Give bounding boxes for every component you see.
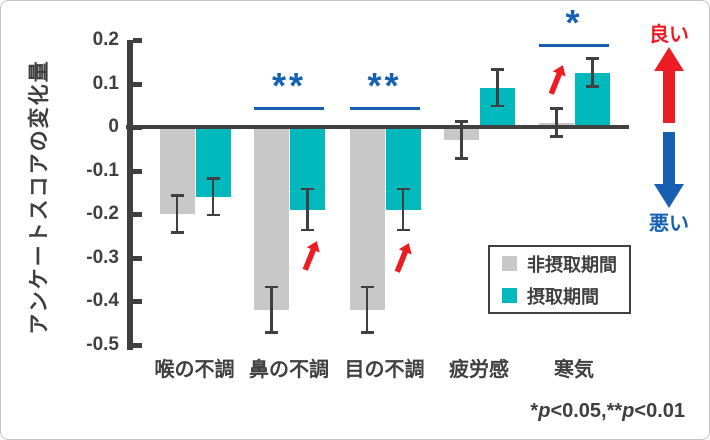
error-cap-bottom-non-intake-3 [455, 157, 468, 160]
error-bar-intake-4 [591, 57, 594, 88]
footnote-segment: <0.01 [634, 400, 685, 422]
y-tick-label: -0.1 [86, 159, 119, 181]
significance-bracket [254, 107, 324, 111]
footnote-segment: <0.05,** [550, 400, 623, 422]
improvement-arrow-icon [300, 239, 322, 273]
error-bar-intake-0 [211, 177, 215, 217]
y-tick [133, 342, 142, 348]
legend: 非摂取期間 摂取期間 [488, 245, 631, 314]
error-cap-top-intake-3 [491, 68, 504, 71]
bad-direction-down-arrow-icon [654, 132, 684, 208]
error-cap-bottom-non-intake-4 [550, 135, 563, 138]
y-tick-label: -0.2 [86, 203, 119, 224]
footnote-segment: p [538, 400, 551, 422]
error-bar-intake-1 [306, 187, 309, 232]
y-tick-label: 0.2 [92, 29, 119, 50]
error-bar-non-intake-1 [270, 285, 273, 334]
legend-label-intake: 摂取期間 [527, 286, 599, 307]
x-category-label: 疲労感 [449, 359, 509, 381]
error-cap-top-intake-0 [206, 177, 220, 180]
error-cap-top-intake-4 [586, 57, 599, 60]
zero-line [126, 125, 629, 129]
y-tick [133, 168, 142, 174]
error-cap-top-non-intake-4 [550, 107, 563, 110]
error-cap-top-non-intake-3 [455, 120, 468, 123]
footnote-segment: p [622, 400, 635, 422]
improvement-arrow-icon [546, 63, 568, 97]
y-tick-label: 0.1 [92, 72, 119, 94]
y-tick [133, 255, 142, 261]
error-cap-top-intake-1 [301, 187, 314, 191]
error-bar-non-intake-4 [555, 107, 558, 138]
legend-label-non-intake: 非摂取期間 [527, 254, 617, 275]
bar-non-intake-1 [254, 127, 289, 310]
y-tick [133, 81, 142, 87]
bad-label: 悪い [649, 213, 689, 235]
error-cap-top-non-intake-2 [360, 285, 374, 289]
significance-marker: ** [271, 65, 307, 107]
error-cap-bottom-intake-0 [206, 213, 220, 217]
legend-item-intake: 摂取期間 [502, 283, 629, 309]
significance-footnote: *p<0.05,**p<0.01 [530, 400, 685, 423]
x-category-label: 鼻の不調 [249, 359, 329, 381]
significance-bracket [539, 44, 609, 48]
error-cap-bottom-intake-4 [586, 85, 599, 88]
x-category-label: 目の不調 [344, 359, 425, 381]
error-cap-bottom-non-intake-2 [360, 331, 374, 334]
legend-item-non-intake: 非摂取期間 [502, 251, 629, 277]
error-cap-bottom-non-intake-1 [265, 331, 278, 334]
error-cap-top-intake-2 [396, 187, 410, 191]
error-bar-intake-3 [496, 68, 499, 108]
error-cap-bottom-intake-3 [491, 104, 504, 108]
error-cap-bottom-intake-2 [396, 228, 410, 232]
footnote-segment: * [530, 400, 539, 422]
legend-swatch-intake [502, 288, 517, 303]
x-category-label: 寒気 [554, 359, 594, 381]
y-tick-label: -0.3 [86, 246, 119, 268]
good-direction-up-arrow-icon [654, 47, 684, 123]
error-cap-bottom-non-intake-0 [170, 231, 184, 234]
legend-swatch-non-intake [502, 256, 517, 271]
y-tick [133, 212, 142, 217]
significance-bracket [349, 107, 420, 111]
bar-non-intake-2 [349, 127, 385, 310]
good-label: 良い [649, 24, 689, 46]
error-bar-non-intake-2 [365, 285, 369, 334]
y-tick-label: -0.5 [86, 333, 119, 355]
y-tick [133, 125, 142, 130]
y-tick [133, 299, 142, 304]
significance-marker: * [565, 2, 583, 44]
error-cap-bottom-intake-1 [301, 228, 314, 232]
error-cap-top-non-intake-0 [170, 194, 184, 197]
improvement-arrow-icon [392, 241, 414, 275]
error-bar-non-intake-0 [175, 194, 179, 234]
y-tick [133, 38, 142, 43]
error-cap-top-non-intake-1 [265, 285, 278, 289]
y-axis-line [127, 40, 133, 350]
significance-marker: ** [367, 65, 402, 107]
x-category-label: 喉の不調 [154, 359, 235, 381]
y-tick-label: 0 [108, 116, 119, 137]
error-bar-intake-2 [401, 187, 405, 232]
y-tick-label: -0.4 [86, 290, 119, 311]
error-bar-non-intake-3 [460, 120, 463, 160]
